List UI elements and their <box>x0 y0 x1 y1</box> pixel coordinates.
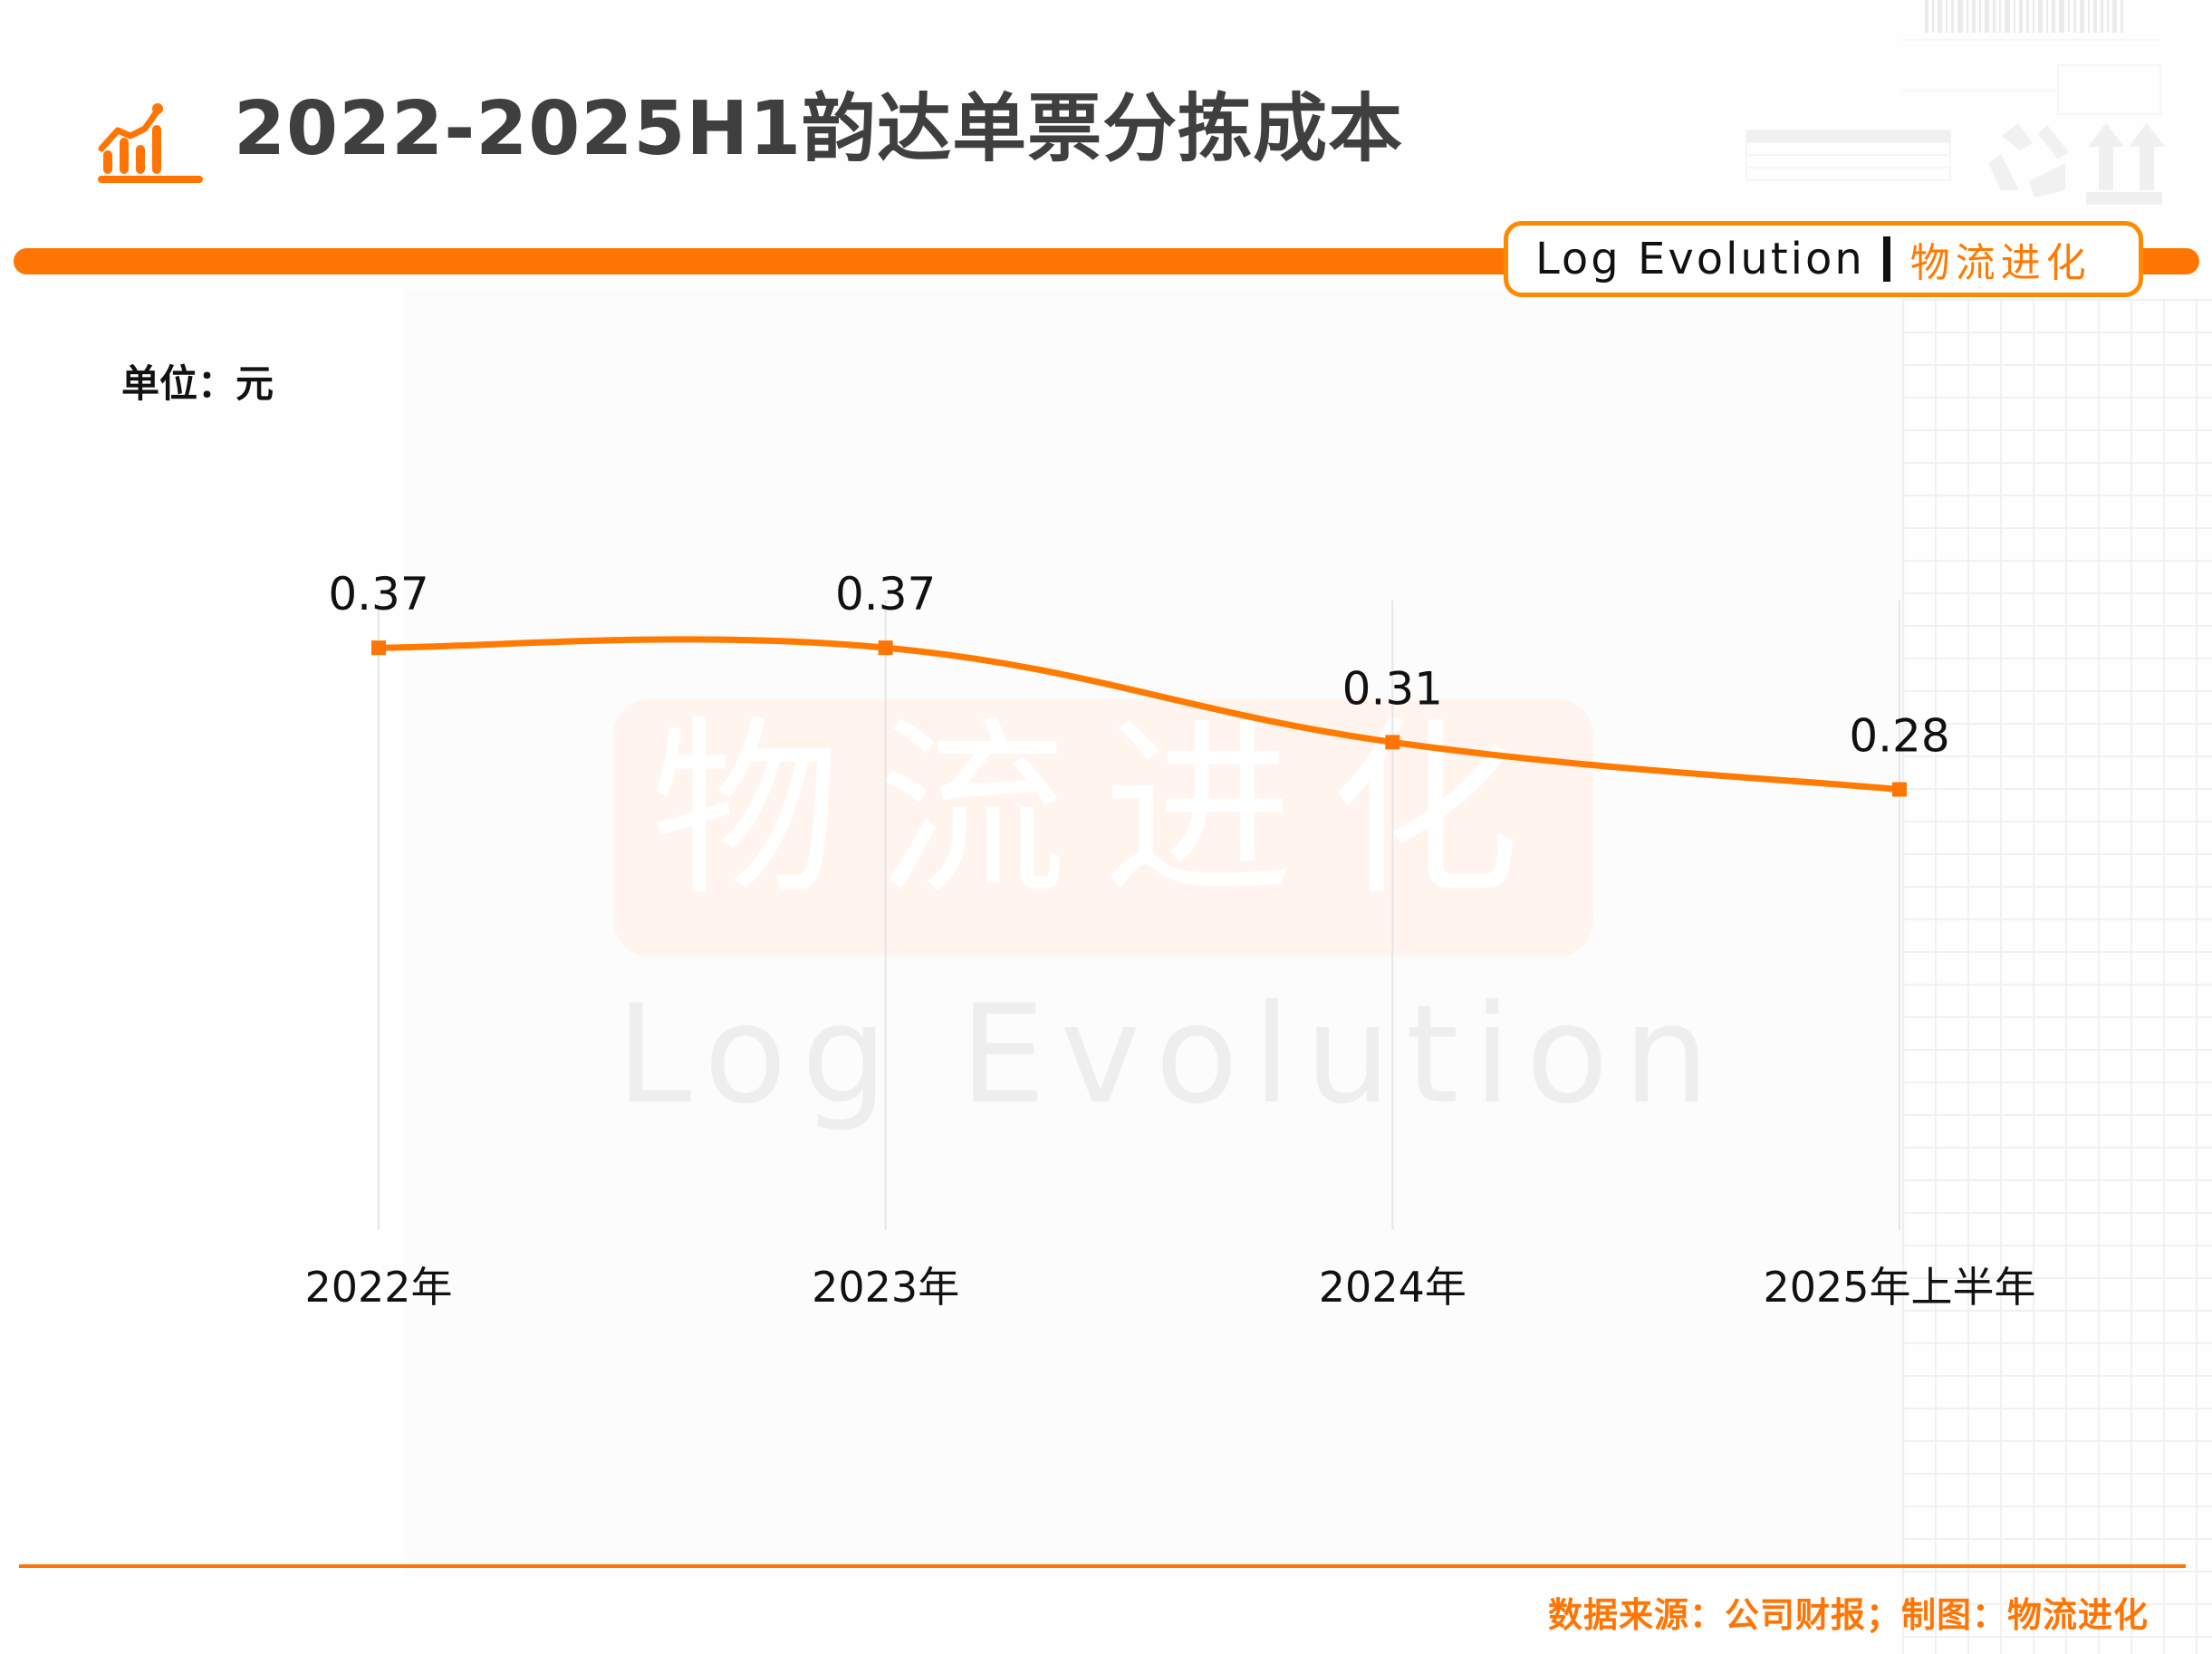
x-tick-label: 2024年 <box>1319 1263 1467 1312</box>
header-divider-left <box>14 248 1508 274</box>
header-divider-right <box>2140 248 2199 274</box>
watermark-box <box>613 699 1593 957</box>
shipping-label-decoration <box>1746 0 2165 205</box>
barcode-icon <box>1925 0 2123 33</box>
brand-name-cn: 物流进化 <box>1909 240 2092 286</box>
data-point-marker <box>878 640 893 656</box>
brand-badge: Log Evolution 物流进化 <box>1504 221 2143 297</box>
footer-divider <box>19 1564 2186 1568</box>
data-label: 0.28 <box>1849 710 1949 763</box>
x-tick-label: 2022年 <box>304 1263 452 1312</box>
data-label: 0.37 <box>835 568 936 620</box>
series-line-sorting-cost <box>375 636 1903 793</box>
this-way-up-icon <box>2086 123 2165 205</box>
data-point-marker <box>1385 735 1400 750</box>
data-label: 0.37 <box>328 568 428 620</box>
grid-paper-decoration <box>1902 299 2212 1654</box>
gridlines <box>378 601 1900 1230</box>
watermark-cn: 物流进化 <box>649 699 1556 921</box>
brand-separator <box>1882 236 1890 282</box>
x-axis-tick-labels: 2022年 2023年 2024年 2025年上半年 <box>304 1263 2035 1312</box>
recycle-icon <box>1988 123 2069 197</box>
data-point-marker <box>371 640 386 656</box>
data-labels: 0.37 0.37 0.31 0.28 <box>328 568 1949 762</box>
x-tick-label: 2025年上半年 <box>1763 1263 2035 1312</box>
watermark-en: Log Evolution <box>616 976 1724 1134</box>
bar-chart-trend-icon <box>98 103 203 183</box>
x-tick-label: 2023年 <box>812 1263 959 1312</box>
unit-label: 单位：元 <box>121 361 274 406</box>
page-title: 2022-2025H1韵达单票分拣成本 <box>234 86 1404 172</box>
data-markers <box>371 640 1907 797</box>
data-label: 0.31 <box>1342 662 1443 715</box>
brand-name-en: Log Evolution <box>1535 234 1865 284</box>
data-point-marker <box>1892 782 1907 797</box>
source-note: 数据来源：公司财报；制图：物流进化 <box>1547 1595 2149 1635</box>
